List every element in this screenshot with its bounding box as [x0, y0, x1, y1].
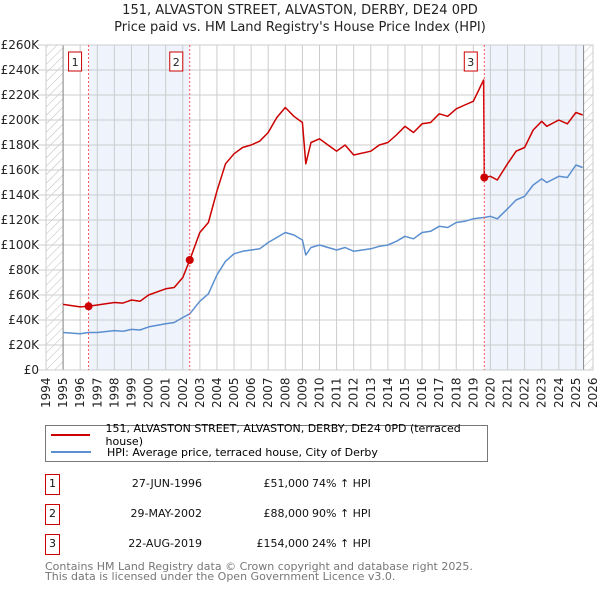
- x-tick-label: 1994: [39, 377, 53, 408]
- sale-label-text: 3: [467, 56, 474, 69]
- x-tick-label: 2012: [347, 377, 361, 408]
- legend-swatch-red: [51, 434, 90, 436]
- x-tick-label: 2026: [586, 377, 600, 408]
- plot-border: [45, 44, 594, 371]
- transaction-number: 3: [45, 534, 60, 555]
- sale-point: [185, 256, 194, 264]
- x-tick-label: 2002: [176, 377, 190, 408]
- x-tick-label: 2004: [210, 377, 224, 408]
- y-tick-label: £100K: [1, 238, 41, 252]
- transaction-date: 22-AUG-2019: [128, 537, 202, 550]
- y-tick-label: £260K: [1, 38, 41, 52]
- x-tick-label: 2007: [261, 377, 275, 408]
- x-tick-label: 2021: [501, 377, 515, 408]
- x-tick-label: 2017: [432, 377, 446, 408]
- footer-licence: This data is licensed under the Open Gov…: [45, 570, 396, 583]
- transaction-price: £154,000: [256, 537, 310, 550]
- x-tick-label: 2006: [244, 377, 258, 408]
- hatched-region: [583, 45, 593, 370]
- sale-point: [480, 173, 489, 182]
- x-tick-label: 2001: [159, 377, 173, 408]
- chart-subtitle: Price paid vs. HM Land Registry's House …: [114, 20, 486, 35]
- sale-label-box: [68, 51, 83, 72]
- y-tick-label: £180K: [1, 138, 41, 152]
- x-tick-label: 2019: [466, 377, 480, 408]
- x-tick-label: 1999: [124, 377, 138, 408]
- transaction-number: 2: [45, 504, 60, 525]
- transaction-hpi-change: 90% ↑ HPI: [312, 507, 371, 520]
- x-tick-label: 2023: [535, 377, 549, 408]
- transaction-hpi-change: 24% ↑ HPI: [312, 537, 371, 550]
- sale-label: 3: [463, 51, 478, 72]
- legend-item-hpi: HPI: Average price, terraced house, City…: [46, 444, 378, 460]
- x-tick-label: 2018: [449, 377, 463, 408]
- y-tick-label: £200K: [1, 113, 41, 127]
- x-tick-label: 2005: [227, 377, 241, 408]
- y-tick-label: £140K: [1, 188, 41, 202]
- series-line: [63, 164, 583, 335]
- y-tick-label: £160K: [1, 163, 41, 177]
- sale-label: 1: [68, 51, 83, 72]
- sale-label-box: [169, 51, 184, 72]
- x-tick-label: 1998: [107, 377, 121, 408]
- transaction-date: 29-MAY-2002: [130, 507, 202, 520]
- x-tick-label: 2010: [313, 377, 327, 408]
- sale-label-text: 1: [72, 56, 79, 69]
- price-chart: 1994 1995 1996 1997 1998 1999 2000 2001 2002 2003…: [1, 38, 600, 408]
- x-tick-label: 2000: [142, 377, 156, 408]
- x-tick-label: 2009: [295, 377, 309, 408]
- sale-label-box: [463, 51, 478, 72]
- x-tick-label: 2024: [552, 377, 566, 408]
- x-tick-label: 2022: [518, 377, 532, 408]
- hatched-region: [46, 45, 64, 370]
- transaction-price: £88,000: [263, 507, 310, 520]
- x-tick-label: 2025: [569, 377, 583, 408]
- y-tick-label: £240K: [1, 63, 41, 77]
- legend: 151, ALVASTON STREET, ALVASTON, DERBY, D…: [45, 422, 488, 462]
- x-tick-label: 1996: [73, 377, 87, 408]
- x-tick-label: 2020: [483, 377, 497, 408]
- legend-swatch-blue: [51, 451, 91, 453]
- y-tick-label: £120K: [1, 213, 41, 227]
- shaded-region: [484, 45, 584, 370]
- y-tick-label: £0: [24, 363, 39, 377]
- x-tick-label: 1997: [90, 377, 104, 408]
- y-tick-label: £80K: [8, 263, 40, 277]
- sale-label-text: 2: [173, 56, 180, 69]
- footer-copyright: Contains HM Land Registry data © Crown c…: [45, 560, 473, 573]
- y-tick-label: £220K: [1, 88, 41, 102]
- x-tick-label: 2011: [330, 377, 344, 408]
- y-tick-label: £40K: [8, 313, 40, 327]
- x-tick-label: 1995: [56, 377, 70, 408]
- sale-point: [84, 302, 93, 311]
- x-tick-label: 2016: [415, 377, 429, 408]
- x-tick-label: 2008: [278, 377, 292, 408]
- series-line: [62, 79, 583, 308]
- x-tick-label: 2003: [193, 377, 207, 408]
- legend-item-property: 151, ALVASTON STREET, ALVASTON, DERBY, D…: [46, 422, 487, 448]
- legend-label: HPI: Average price, terraced house, City…: [107, 445, 378, 459]
- x-tick-label: 2013: [364, 377, 378, 408]
- transaction-hpi-change: 74% ↑ HPI: [312, 477, 371, 490]
- x-tick-label: 2014: [381, 377, 395, 408]
- chart-title: 151, ALVASTON STREET, ALVASTON, DERBY, D…: [122, 3, 478, 18]
- transaction-date: 27-JUN-1996: [131, 477, 202, 490]
- sale-label: 2: [169, 51, 184, 72]
- shaded-region: [88, 45, 190, 370]
- transaction-price: £51,000: [263, 477, 310, 490]
- x-tick-label: 2015: [398, 377, 412, 408]
- legend-label: 151, ALVASTON STREET, ALVASTON, DERBY, D…: [105, 422, 461, 448]
- transaction-number: 1: [45, 474, 60, 495]
- y-tick-label: £20K: [8, 338, 40, 352]
- y-tick-label: £60K: [8, 288, 40, 302]
